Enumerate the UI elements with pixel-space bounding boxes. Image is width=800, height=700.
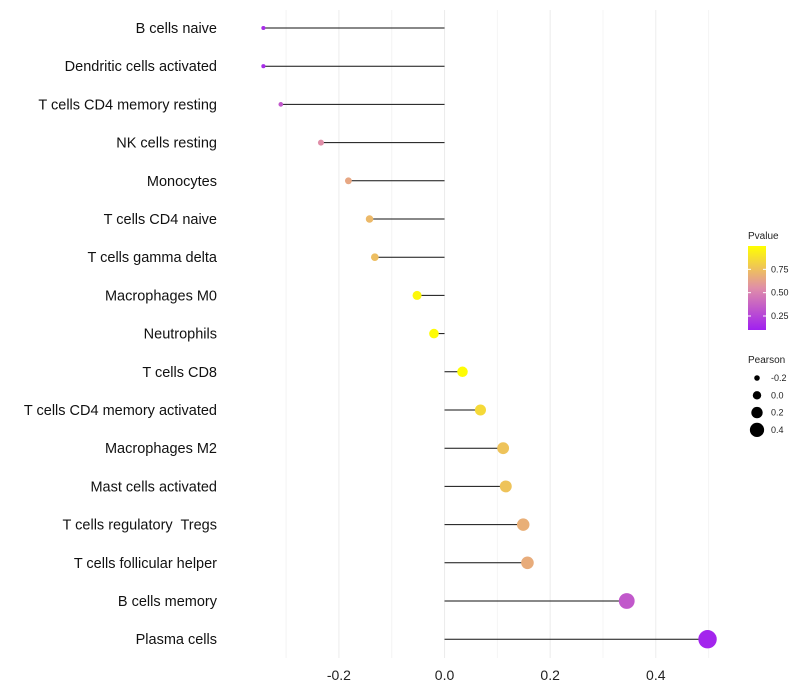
x-tick-label: 0.4	[646, 667, 666, 683]
lollipop-dot	[344, 177, 352, 185]
lollipop-dot	[412, 290, 422, 300]
lollipop-dot	[499, 480, 512, 493]
pearson-legend-label: 0.2	[771, 408, 784, 418]
y-tick-label: Dendritic cells activated	[65, 59, 217, 75]
pearson-legend-dot	[754, 375, 760, 381]
y-tick-label: Neutrophils	[144, 327, 217, 343]
pearson-legend-keys: -0.2 0.0 0.2 0.4	[749, 373, 787, 438]
y-tick-label: T cells follicular helper	[74, 556, 217, 572]
x-tick-label: -0.2	[327, 667, 351, 683]
grid-lines	[285, 10, 710, 658]
pvalue-colorbar	[748, 246, 766, 330]
y-tick-label: T cells CD4 memory resting	[38, 97, 217, 113]
lollipop-dot	[365, 215, 374, 223]
lollipop-dot	[457, 366, 468, 378]
lollipop-dot	[370, 253, 379, 262]
lollipop-dot	[429, 328, 439, 339]
y-tick-label: Monocytes	[147, 174, 217, 190]
lollipop-dot	[521, 556, 534, 570]
y-axis-labels: B cells naive Dendritic cells activated T …	[24, 21, 218, 648]
y-tick-label: Plasma cells	[136, 632, 217, 648]
pearson-legend-dot	[752, 391, 762, 400]
pearson-legend-dot	[751, 406, 763, 419]
pearson-legend-label: 0.0	[771, 390, 784, 400]
y-tick-label: T cells regulatory Tregs	[63, 518, 217, 534]
y-tick-label: Mast cells activated	[90, 479, 217, 495]
lollipop-stems	[263, 27, 708, 640]
lollipop-dot	[278, 102, 284, 107]
x-tick-label: 0.0	[435, 667, 455, 683]
x-axis-ticks: -0.2 0.0 0.2 0.4	[327, 667, 666, 683]
colorbar-tick-label: 0.25	[771, 311, 789, 321]
lollipop-dot	[261, 64, 266, 69]
lollipop-dot	[516, 518, 530, 531]
y-tick-label: B cells memory	[118, 594, 218, 610]
pvalue-legend-title: Pvalue	[748, 231, 779, 242]
y-tick-label: T cells CD8	[142, 365, 217, 381]
y-tick-label: Macrophages M2	[105, 441, 217, 457]
colorbar-tick-label: 0.75	[771, 264, 789, 274]
pearson-legend-label: 0.4	[771, 425, 784, 435]
y-tick-label: B cells naive	[136, 21, 217, 37]
y-tick-label: NK cells resting	[116, 136, 217, 152]
pvalue-legend-ticks: 0.25 0.50 0.75	[748, 264, 789, 321]
y-tick-label: T cells gamma delta	[88, 250, 218, 266]
lollipop-dot	[698, 629, 717, 649]
pearson-legend-dot	[749, 422, 765, 438]
y-tick-label: T cells CD4 naive	[104, 212, 217, 228]
lollipop-dot	[474, 404, 486, 416]
pearson-legend-title: Pearson	[748, 355, 785, 366]
x-tick-label: 0.2	[540, 667, 560, 683]
colorbar-tick-label: 0.50	[771, 288, 789, 298]
lollipop-dot	[618, 593, 635, 609]
lollipop-dot	[497, 442, 510, 455]
lollipop-dot	[317, 139, 324, 146]
pvalue-legend: Pvalue 0.25 0.50 0.75	[748, 231, 789, 330]
lollipop-dot	[261, 25, 266, 31]
y-tick-label: Macrophages M0	[105, 288, 217, 304]
lollipop-dots	[261, 25, 717, 649]
y-tick-label: T cells CD4 memory activated	[24, 403, 217, 419]
pearson-legend-label: -0.2	[771, 373, 787, 383]
pearson-legend: Pearson -0.2 0.0 0.2 0.4	[748, 355, 787, 438]
